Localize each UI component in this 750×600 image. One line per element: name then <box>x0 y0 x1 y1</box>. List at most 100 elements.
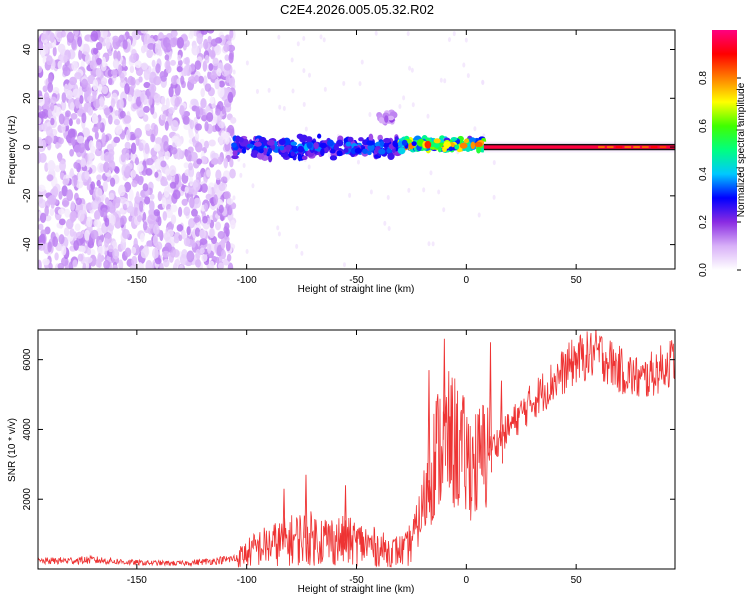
heatmap-cell <box>218 136 224 146</box>
heatmap-cell <box>42 258 50 266</box>
heatmap-cell <box>202 60 208 72</box>
heatmap-cell <box>194 60 202 70</box>
heatmap-cell <box>96 121 103 130</box>
heatmap-cell <box>54 252 59 261</box>
heatmap-cell <box>368 112 372 118</box>
heatmap-cell <box>278 104 282 110</box>
heatmap-cell <box>69 168 74 178</box>
heatmap-cell <box>143 105 150 113</box>
heatmap-cell <box>229 158 234 168</box>
heatmap-cell <box>144 196 151 205</box>
heatmap-cell <box>142 183 149 192</box>
heatmap-cell <box>183 65 188 77</box>
heatmap-cell <box>481 79 485 85</box>
heatmap-cell <box>140 45 146 54</box>
heatmap-cell <box>217 262 225 269</box>
heatmap-cell <box>163 258 170 268</box>
snr-spike <box>499 380 504 464</box>
heatmap-cell <box>186 183 195 195</box>
heatmap-cell <box>362 148 368 155</box>
heatmap-cell <box>210 158 219 165</box>
heatmap-cell <box>135 191 140 203</box>
heatmap-cell <box>174 97 181 108</box>
heatmap-cell <box>65 110 71 118</box>
heatmap-cell <box>228 77 235 87</box>
heatmap-cell <box>145 168 153 176</box>
heatmap-cell <box>262 147 268 156</box>
heatmap-cell <box>112 58 120 69</box>
heatmap-cell <box>61 197 70 208</box>
heatmap-cell <box>223 43 230 53</box>
heatmap-cell <box>75 197 83 206</box>
heatmap-cell <box>81 78 88 88</box>
heatmap-cell <box>466 73 470 79</box>
heatmap-cell <box>402 95 406 101</box>
heatmap-cell <box>170 147 178 155</box>
heatmap-cell <box>70 112 78 120</box>
heatmap-cell <box>186 226 191 236</box>
x-tick-label: 50 <box>571 275 583 286</box>
x-tick-label: -100 <box>237 275 257 286</box>
heatmap-cell <box>170 204 178 213</box>
heatmap-cell <box>267 87 271 93</box>
heatmap-cell <box>98 36 104 43</box>
heatmap-cell <box>212 57 219 67</box>
heatmap-cell <box>89 60 97 70</box>
heatmap-cell <box>169 181 177 189</box>
heatmap-cell <box>76 135 85 144</box>
heatmap-cell <box>79 94 84 105</box>
heatmap-cell <box>151 59 156 68</box>
heatmap-cell <box>431 241 435 247</box>
heatmap-cell <box>112 35 119 42</box>
heatmap-cell <box>239 172 243 178</box>
heatmap-cell <box>84 53 91 65</box>
heatmap-cell <box>185 150 192 162</box>
heatmap-cell <box>134 157 140 166</box>
heatmap-cell <box>55 141 60 149</box>
y-tick-label: 2000 <box>22 488 33 511</box>
heatmap-cell <box>427 241 431 247</box>
y-tick-label: 4000 <box>22 418 33 441</box>
heatmap-cell <box>113 136 121 144</box>
heatmap-cell <box>69 228 75 237</box>
heatmap-cell <box>297 145 304 153</box>
heatmap-cell <box>71 60 78 71</box>
heatmap-cell <box>38 117 42 125</box>
heatmap-cell <box>108 160 116 171</box>
heatmap-cell <box>42 101 50 111</box>
heatmap-cell <box>285 144 292 150</box>
colorbar-tick-label: 0.2 <box>698 215 709 229</box>
heatmap-cell <box>154 43 162 56</box>
heatmap-cell <box>176 224 184 232</box>
heatmap-cell <box>195 106 200 118</box>
heatmap-cell <box>167 229 174 237</box>
carrier-variation <box>624 146 632 149</box>
heatmap-cell <box>104 237 110 248</box>
heatmap-cell <box>492 194 496 200</box>
heatmap-cell <box>295 243 299 249</box>
heatmap-cell <box>114 125 123 135</box>
heatmap-cell <box>251 150 259 158</box>
heatmap-cell <box>69 211 77 222</box>
heatmap-cell <box>124 247 132 258</box>
heatmap-cell <box>192 179 201 192</box>
heatmap-cell <box>45 30 53 41</box>
heatmap-cell <box>164 168 170 176</box>
x-tick-label: 50 <box>571 575 583 586</box>
heatmap-cell <box>387 152 395 161</box>
heatmap-cell <box>147 42 156 50</box>
heatmap-cell <box>57 262 65 269</box>
heatmap-cell <box>119 215 127 225</box>
spectrogram-x-label: Height of straight line (km) <box>298 284 415 295</box>
heatmap-cell <box>218 204 224 214</box>
heatmap-cell <box>342 262 346 268</box>
heatmap-cell <box>442 207 446 213</box>
heatmap-cell <box>210 236 218 245</box>
heatmap-cell <box>130 169 137 178</box>
heatmap-cell <box>206 30 215 34</box>
heatmap-cell <box>149 193 155 200</box>
heatmap-cell <box>101 207 108 218</box>
heatmap-cell <box>210 71 217 80</box>
heatmap-cell <box>134 89 142 98</box>
heatmap-cell <box>200 155 208 165</box>
